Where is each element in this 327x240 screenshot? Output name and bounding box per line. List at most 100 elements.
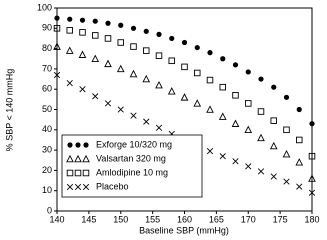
- marker-x: [219, 153, 226, 160]
- marker-x: [104, 100, 112, 107]
- legend-marker: [74, 183, 82, 191]
- marker-triangle: [91, 54, 100, 62]
- marker-x: [308, 189, 316, 196]
- y-tick-label: 40: [42, 124, 52, 134]
- x-axis-label: Baseline SBP (mmHg): [139, 225, 229, 235]
- y-tick-label: 0: [47, 205, 52, 215]
- legend-label: Valsartan 320 mg: [96, 153, 166, 163]
- marker-circle: [156, 31, 162, 37]
- marker-square: [117, 39, 124, 46]
- marker-x: [92, 93, 99, 100]
- x-tick-label: 140: [49, 214, 64, 224]
- y-axis-label: % SBP < 140 mmHg: [4, 69, 14, 152]
- marker-square: [257, 108, 265, 115]
- legend-marker: [66, 169, 74, 177]
- marker-triangle: [78, 50, 87, 58]
- legend-marker: [82, 183, 90, 191]
- marker-circle: [79, 17, 86, 23]
- x-tick-label: 175: [273, 214, 288, 224]
- legend-marker: [66, 183, 74, 191]
- marker-triangle: [142, 74, 151, 83]
- y-tick-label: 30: [42, 144, 52, 154]
- legend-marker: [75, 142, 81, 148]
- marker-triangle: [308, 174, 316, 182]
- marker-square: [142, 47, 150, 54]
- legend-marker: [74, 169, 82, 177]
- marker-square: [66, 27, 73, 34]
- x-tick-label: 150: [113, 214, 128, 224]
- marker-square: [308, 152, 316, 160]
- marker-triangle: [180, 93, 189, 101]
- marker-circle: [296, 106, 302, 113]
- marker-triangle: [193, 99, 202, 107]
- marker-square: [91, 32, 99, 39]
- marker-x: [53, 71, 61, 79]
- legend-marker: [74, 154, 82, 163]
- marker-circle: [258, 76, 264, 82]
- marker-circle: [181, 39, 188, 46]
- x-tick-label: 160: [177, 214, 192, 224]
- marker-triangle: [116, 64, 125, 73]
- marker-square: [181, 63, 188, 71]
- y-tick-label: 70: [42, 63, 52, 73]
- x-tick-label: 165: [209, 214, 224, 224]
- marker-x: [117, 106, 124, 113]
- marker-triangle: [231, 119, 240, 127]
- marker-triangle: [269, 141, 278, 150]
- marker-x: [155, 124, 163, 131]
- marker-triangle: [282, 149, 291, 158]
- marker-x: [206, 147, 214, 155]
- marker-triangle: [53, 42, 61, 50]
- legend-marker: [83, 142, 89, 148]
- marker-x: [245, 163, 252, 170]
- marker-circle: [194, 44, 200, 51]
- legend-marker: [66, 154, 74, 163]
- legend-marker: [82, 169, 90, 177]
- marker-circle: [130, 25, 137, 31]
- y-tick-label: 10: [42, 185, 52, 195]
- marker-triangle: [295, 158, 304, 166]
- marker-square: [270, 117, 278, 124]
- marker-x: [296, 183, 303, 190]
- marker-square: [283, 126, 290, 134]
- marker-x: [270, 173, 277, 180]
- marker-x: [257, 168, 265, 175]
- y-tick-label: 20: [42, 165, 52, 175]
- marker-circle: [220, 56, 226, 62]
- marker-x: [232, 158, 239, 165]
- x-tick-label: 180: [304, 214, 319, 224]
- marker-x: [283, 178, 290, 185]
- marker-triangle: [155, 80, 163, 89]
- marker-x: [143, 118, 150, 125]
- marker-square: [193, 69, 201, 77]
- legend-label: Exforge 10/320 mg: [96, 139, 172, 149]
- marker-circle: [54, 15, 60, 21]
- x-tick-label: 145: [81, 214, 96, 224]
- marker-triangle: [129, 69, 138, 78]
- marker-triangle: [167, 87, 176, 95]
- marker-square: [79, 29, 86, 36]
- marker-circle: [309, 121, 315, 127]
- marker-circle: [143, 28, 149, 34]
- marker-circle: [283, 94, 290, 100]
- marker-circle: [67, 16, 73, 22]
- marker-triangle: [65, 46, 74, 54]
- legend-marker: [67, 142, 73, 148]
- marker-square: [232, 92, 239, 99]
- marker-x: [66, 79, 73, 87]
- legend-marker: [82, 154, 90, 163]
- marker-square: [296, 136, 303, 144]
- marker-circle: [105, 20, 111, 26]
- marker-circle: [245, 69, 251, 75]
- marker-square: [168, 57, 175, 65]
- marker-square: [130, 43, 137, 50]
- marker-x: [79, 86, 86, 93]
- x-tick-label: 170: [241, 214, 256, 224]
- marker-x: [130, 112, 137, 119]
- marker-circle: [92, 18, 98, 24]
- marker-square: [206, 76, 214, 84]
- marker-square: [104, 35, 112, 42]
- marker-circle: [232, 62, 239, 68]
- marker-square: [219, 83, 226, 91]
